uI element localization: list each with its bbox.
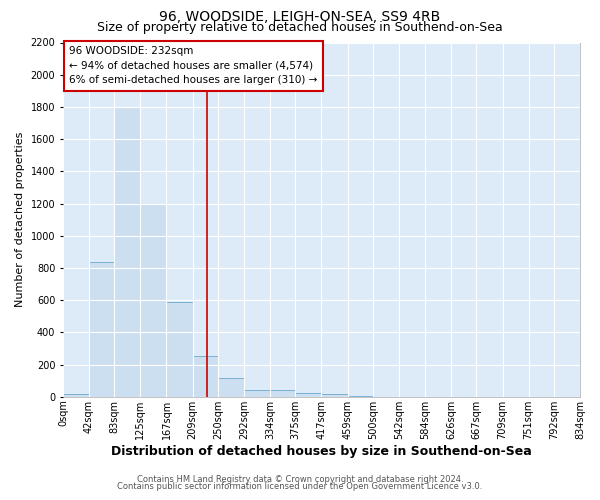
Bar <box>193 356 218 397</box>
Bar <box>270 390 295 397</box>
Bar <box>322 394 347 397</box>
Bar <box>347 396 373 397</box>
Bar <box>140 204 166 397</box>
X-axis label: Distribution of detached houses by size in Southend-on-Sea: Distribution of detached houses by size … <box>111 444 532 458</box>
Text: 96, WOODSIDE, LEIGH-ON-SEA, SS9 4RB: 96, WOODSIDE, LEIGH-ON-SEA, SS9 4RB <box>160 10 440 24</box>
Text: 96 WOODSIDE: 232sqm
← 94% of detached houses are smaller (4,574)
6% of semi-deta: 96 WOODSIDE: 232sqm ← 94% of detached ho… <box>69 46 317 86</box>
Text: Contains public sector information licensed under the Open Government Licence v3: Contains public sector information licen… <box>118 482 482 491</box>
Y-axis label: Number of detached properties: Number of detached properties <box>15 132 25 308</box>
Bar <box>244 390 270 397</box>
Bar <box>295 393 322 397</box>
Text: Contains HM Land Registry data © Crown copyright and database right 2024.: Contains HM Land Registry data © Crown c… <box>137 475 463 484</box>
Bar <box>218 378 244 397</box>
Text: Size of property relative to detached houses in Southend-on-Sea: Size of property relative to detached ho… <box>97 21 503 34</box>
Bar <box>115 107 140 397</box>
Bar <box>166 302 193 397</box>
Bar <box>89 262 115 397</box>
Bar <box>63 394 89 397</box>
